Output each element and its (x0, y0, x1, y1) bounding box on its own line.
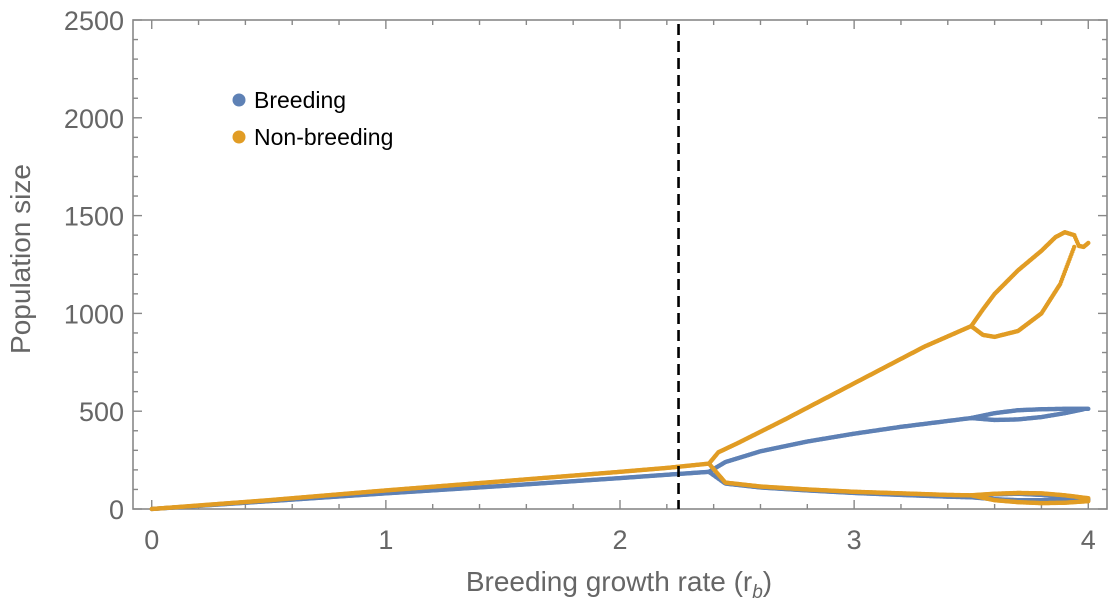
y-tick-label: 2500 (64, 6, 124, 36)
axes: 0 1 2 3 4 0 500 1000 1500 2000 2500 (64, 6, 1108, 555)
legend-label-breeding: Breeding (254, 87, 346, 113)
x-axis-title-subscript: b (752, 582, 763, 603)
y-tick-label: 1000 (64, 299, 124, 329)
y-tick-label: 1500 (64, 202, 124, 232)
x-tick-label: 0 (144, 525, 159, 555)
x-tick-label: 1 (378, 525, 393, 555)
y-axis-title: Population size (5, 164, 36, 354)
legend-marker-non-breeding (232, 130, 246, 144)
x-axis-title: Breeding growth rate (rb) (466, 566, 772, 603)
data-point (1086, 498, 1091, 504)
data-marks (149, 230, 1091, 512)
legend-label-non-breeding: Non-breeding (254, 124, 393, 150)
x-axis-title-close: ) (763, 566, 772, 597)
x-tick-label: 4 (1081, 525, 1096, 555)
y-tick-label: 500 (79, 397, 124, 427)
series-non-breeding (149, 230, 1091, 512)
data-point (1081, 407, 1086, 412)
legend: Breeding Non-breeding (232, 87, 393, 150)
data-point (1086, 406, 1091, 412)
x-axis-title-main: Breeding growth rate (r (466, 566, 752, 597)
data-point (1072, 244, 1077, 250)
y-tick-label: 0 (109, 495, 124, 525)
data-point (1086, 240, 1091, 246)
x-tick-label: 2 (612, 525, 627, 555)
legend-marker-breeding (232, 93, 246, 107)
x-tick-label: 3 (847, 525, 862, 555)
y-tick-label: 2000 (64, 104, 124, 134)
